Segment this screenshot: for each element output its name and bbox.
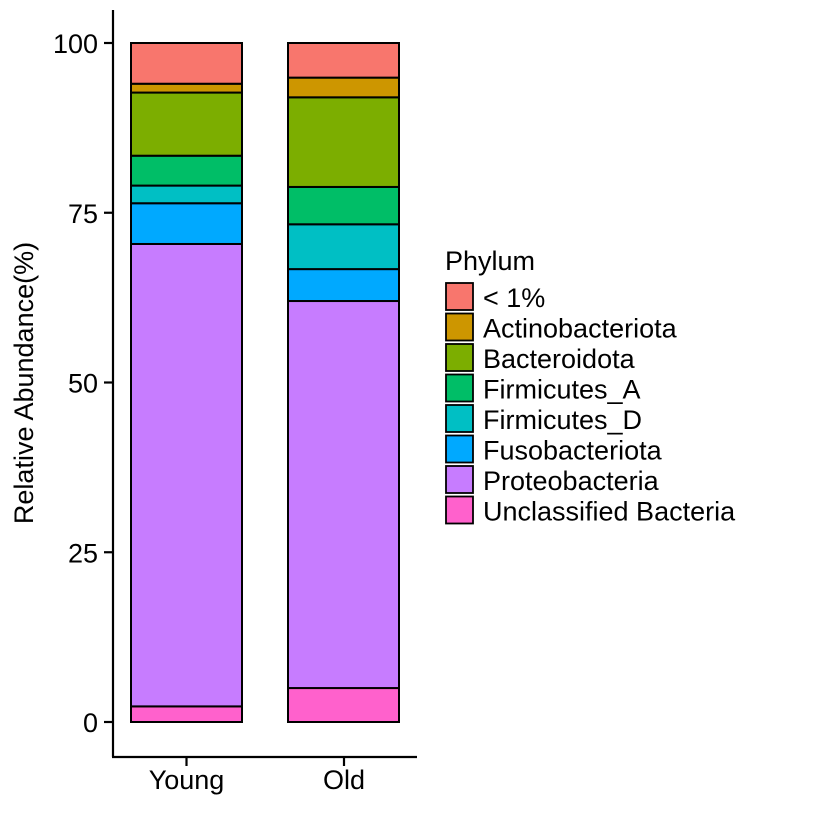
legend-swatch — [445, 282, 474, 311]
y-tick-label: 75 — [68, 199, 98, 229]
y-axis-title: Relative Abundance(%) — [9, 242, 39, 524]
legend-swatch — [445, 373, 474, 403]
x-tick-label-young: Young — [149, 765, 225, 795]
bar-segment-young-5 — [130, 154, 243, 187]
bar-segment-old-3 — [287, 268, 400, 303]
bar-segment-old-8 — [287, 42, 400, 79]
y-tick-label: 100 — [53, 29, 98, 59]
legend-items: < 1%ActinobacteriotaBacteroidotaFirmicut… — [445, 282, 736, 527]
bar-segment-old-4 — [287, 223, 400, 271]
legend-title: Phylum — [445, 246, 535, 276]
legend-swatch — [445, 434, 474, 464]
legend-swatch — [445, 495, 474, 525]
legend-swatch — [445, 343, 474, 372]
legend: Phylum < 1%ActinobacteriotaBacteroidotaF… — [445, 246, 736, 527]
legend-label: Fusobacteriota — [483, 436, 663, 466]
legend-label: Firmicutes_D — [483, 405, 642, 435]
bar-segment-old-1 — [287, 687, 400, 723]
legend-swatch — [445, 312, 474, 342]
bar-segment-young-4 — [130, 184, 243, 205]
legend-swatch — [445, 465, 474, 494]
legend-label: < 1% — [483, 283, 545, 313]
bar-segment-young-3 — [130, 202, 243, 245]
bar-segment-young-8 — [130, 42, 243, 85]
bar-segment-old-6 — [287, 96, 400, 188]
bar-segment-old-5 — [287, 185, 400, 226]
y-ticks-layer: 0 25 50 75 100 — [53, 29, 113, 738]
bars-layer — [130, 42, 400, 723]
legend-label: Bacteroidota — [483, 344, 636, 374]
y-tick-label: 25 — [68, 538, 98, 568]
bar-segment-old-2 — [287, 300, 400, 690]
legend-label: Actinobacteriota — [483, 314, 678, 344]
x-ticks-layer: Young Old — [149, 757, 365, 795]
x-tick-label-old: Old — [323, 765, 365, 795]
bar-segment-young-1 — [130, 705, 243, 723]
bar-segment-young-7 — [130, 82, 243, 94]
legend-label: Firmicutes_A — [483, 375, 641, 405]
legend-swatch — [445, 404, 474, 433]
legend-label: Unclassified Bacteria — [483, 497, 736, 527]
bar-segment-old-7 — [287, 76, 400, 99]
bar-segment-young-6 — [130, 91, 243, 157]
bar-segment-young-2 — [130, 242, 243, 708]
legend-label: Proteobacteria — [483, 466, 660, 496]
y-tick-label: 50 — [68, 369, 98, 399]
y-tick-label: 0 — [83, 708, 98, 738]
